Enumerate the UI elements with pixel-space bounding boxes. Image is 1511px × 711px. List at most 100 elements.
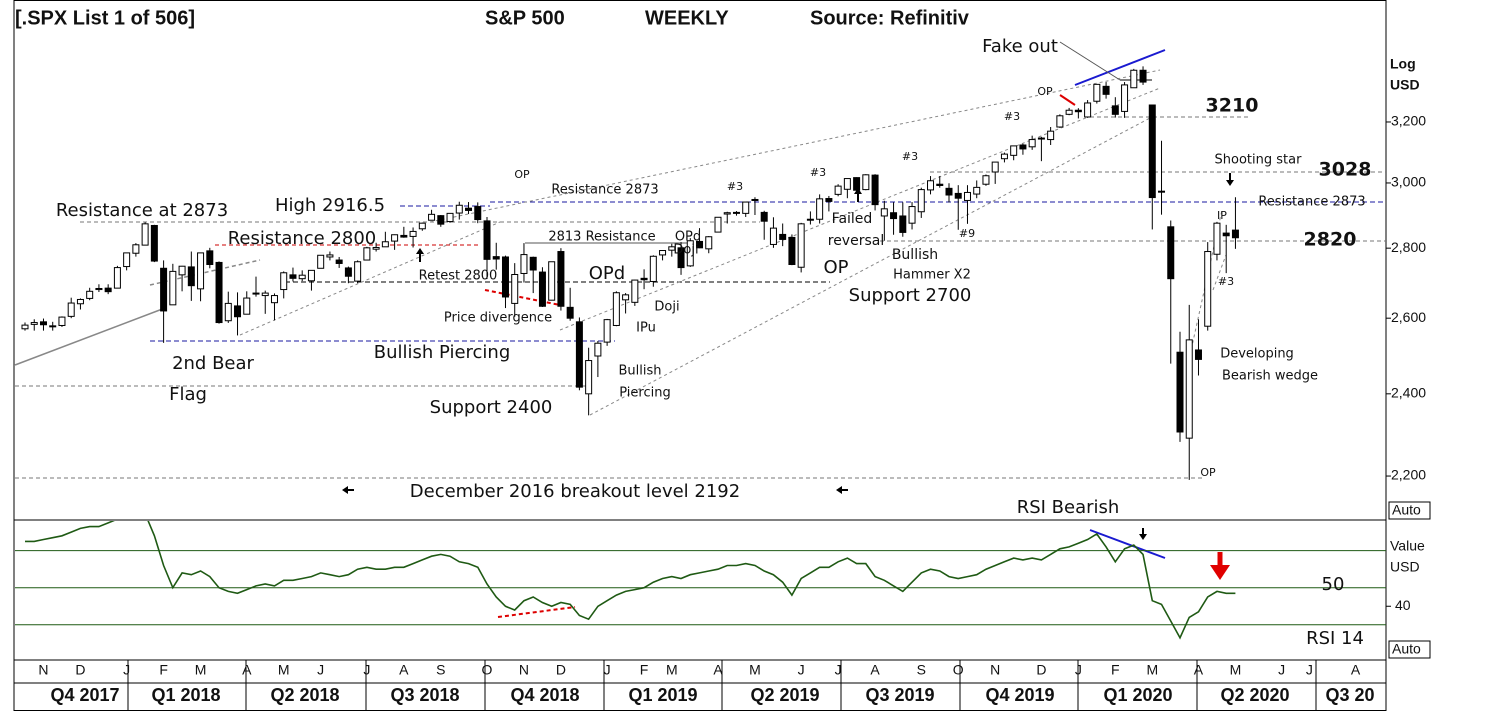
candle-body (76, 298, 84, 305)
annotation: 2813 Resistance (548, 230, 655, 245)
quarter-label: Q2 2020 (1220, 685, 1289, 705)
annotation: Developing (1220, 347, 1294, 362)
candle-body (880, 208, 888, 217)
candle-body (280, 272, 288, 291)
x-tick-label: D (1036, 662, 1046, 678)
candle-body (1130, 69, 1138, 89)
candle-body (104, 287, 112, 293)
candle-body (1158, 190, 1166, 193)
candle-body (335, 259, 343, 264)
annotation: 2820 (1304, 229, 1357, 251)
candle-body (557, 251, 565, 307)
y-tick-label: 3,200 (1391, 113, 1426, 129)
x-tick-label: O (953, 662, 964, 678)
quarter-label: Q1 2019 (628, 685, 697, 705)
candle-body (197, 252, 205, 290)
annotation: #3 (727, 180, 743, 193)
x-tick-label: S (917, 662, 926, 678)
quarter-label: Q2 2019 (750, 685, 819, 705)
annotation: Bearish wedge (1222, 369, 1318, 384)
candle-body (677, 247, 685, 269)
annotation: Retest 2800 (419, 269, 498, 284)
candle-body (797, 223, 805, 268)
candle-body (1176, 351, 1184, 433)
x-tick-label: A (1194, 662, 1204, 678)
candle-body (945, 187, 953, 196)
candle-body (501, 256, 509, 298)
x-tick-label: J (1075, 662, 1082, 678)
candle-body (492, 256, 500, 260)
x-tick-label: A (399, 662, 409, 678)
candle-body (538, 271, 546, 307)
candle-body (1084, 102, 1092, 118)
candle-body (585, 360, 593, 395)
x-tick-label: M (278, 662, 290, 678)
candle-body (483, 220, 491, 260)
candle-body (917, 189, 925, 213)
annotation: Shooting star (1215, 153, 1303, 168)
candle-body (1213, 222, 1221, 255)
quarter-label: Q2 2018 (270, 685, 339, 705)
annotation: Bullish Piercing (374, 342, 511, 363)
scale-mode: Auto (1392, 641, 1421, 657)
candle-body (243, 297, 251, 315)
candle-body (1148, 104, 1156, 199)
annotation: Doji (654, 300, 679, 315)
annotation: #9 (959, 227, 975, 240)
candle-body (215, 261, 223, 324)
annotation: 3210 (1206, 95, 1259, 117)
candle-body (991, 161, 999, 173)
x-tick-label: M (749, 662, 761, 678)
candle-body (908, 206, 916, 224)
candle-body (428, 213, 436, 221)
header-text: [.SPX List 1 of 506] (15, 7, 195, 29)
x-tick-label: M (1146, 662, 1158, 678)
candle-body (1121, 84, 1129, 112)
rsi-line (25, 521, 1236, 640)
candle-body (326, 254, 334, 258)
candle-body (1167, 226, 1175, 280)
annotation: OP (514, 168, 530, 181)
candle-body (1065, 109, 1073, 115)
candle-body (381, 241, 389, 248)
candle-body (1185, 339, 1193, 439)
annotation: OPd (589, 263, 625, 284)
annotation: RSI Bearish (1017, 497, 1120, 518)
annotation: Bullish (892, 247, 938, 263)
annotation: Price divergence (444, 311, 552, 326)
quarter-label: Q3 20 (1325, 685, 1374, 705)
candle-body (418, 222, 426, 230)
candle-body (853, 177, 861, 191)
x-tick-label: M (1230, 662, 1242, 678)
candle-body (141, 223, 149, 246)
candle-body (307, 269, 315, 282)
candle-body (113, 267, 121, 289)
candle-body (363, 247, 371, 261)
quarter-label: Q4 2018 (510, 685, 579, 705)
quarter-label: Q3 2018 (390, 685, 459, 705)
annotation-line (1074, 49, 1166, 86)
annotation-line (1212, 254, 1227, 291)
candle-body (39, 321, 47, 326)
candle-body (760, 211, 768, 222)
plot (15, 66, 1391, 640)
candle-body (816, 198, 824, 220)
arrow-head (836, 486, 842, 494)
x-tick-label: J (798, 662, 805, 678)
annotation: #3 (1218, 275, 1234, 288)
candle-body (659, 250, 667, 256)
arrow-head (1139, 534, 1147, 540)
candle-body (751, 198, 759, 201)
x-tick-label: N (519, 662, 529, 678)
scale-mode: Auto (1392, 502, 1421, 518)
candle-body (252, 292, 260, 295)
annotation: Doji (673, 243, 698, 258)
x-tick-label: A (713, 662, 723, 678)
candle-body (344, 267, 352, 277)
annotation: High 2916.5 (275, 195, 385, 216)
annotation: 50 (1322, 574, 1345, 595)
candle-body (705, 236, 713, 250)
header-text: WEEKLY (645, 7, 729, 29)
candle-body (1000, 153, 1008, 160)
